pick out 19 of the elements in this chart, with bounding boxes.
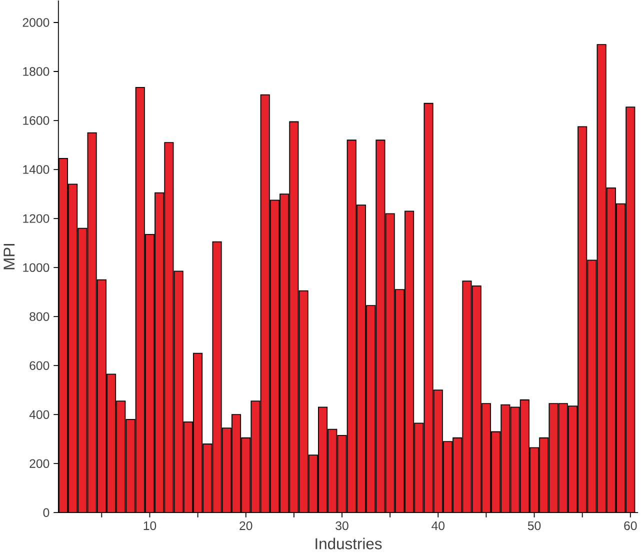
x-tick-label: 10 bbox=[144, 521, 156, 530]
y-tick-label: 0 bbox=[43, 508, 50, 517]
y-tick-label: 400 bbox=[29, 410, 50, 419]
y-tick-label: 1000 bbox=[23, 263, 50, 272]
x-tick-label: 30 bbox=[336, 521, 348, 530]
y-tick-label: 200 bbox=[30, 459, 50, 468]
y-tick-label: 1600 bbox=[23, 116, 50, 125]
x-tick-label: 40 bbox=[432, 521, 444, 530]
y-axis-title: MPI bbox=[4, 244, 15, 270]
y-tick-label: 2000 bbox=[22, 18, 50, 27]
x-tick-label: 20 bbox=[240, 521, 252, 530]
x-tick-label: 50 bbox=[528, 521, 541, 530]
y-tick-label: 1400 bbox=[23, 165, 50, 174]
y-tick-label: 600 bbox=[30, 361, 50, 370]
y-tick-label: 800 bbox=[30, 312, 50, 321]
x-axis-title: Industries bbox=[316, 538, 382, 550]
y-tick-label: 1200 bbox=[23, 214, 50, 223]
x-tick-label: 60 bbox=[624, 521, 637, 530]
y-tick-label: 1800 bbox=[23, 67, 50, 76]
